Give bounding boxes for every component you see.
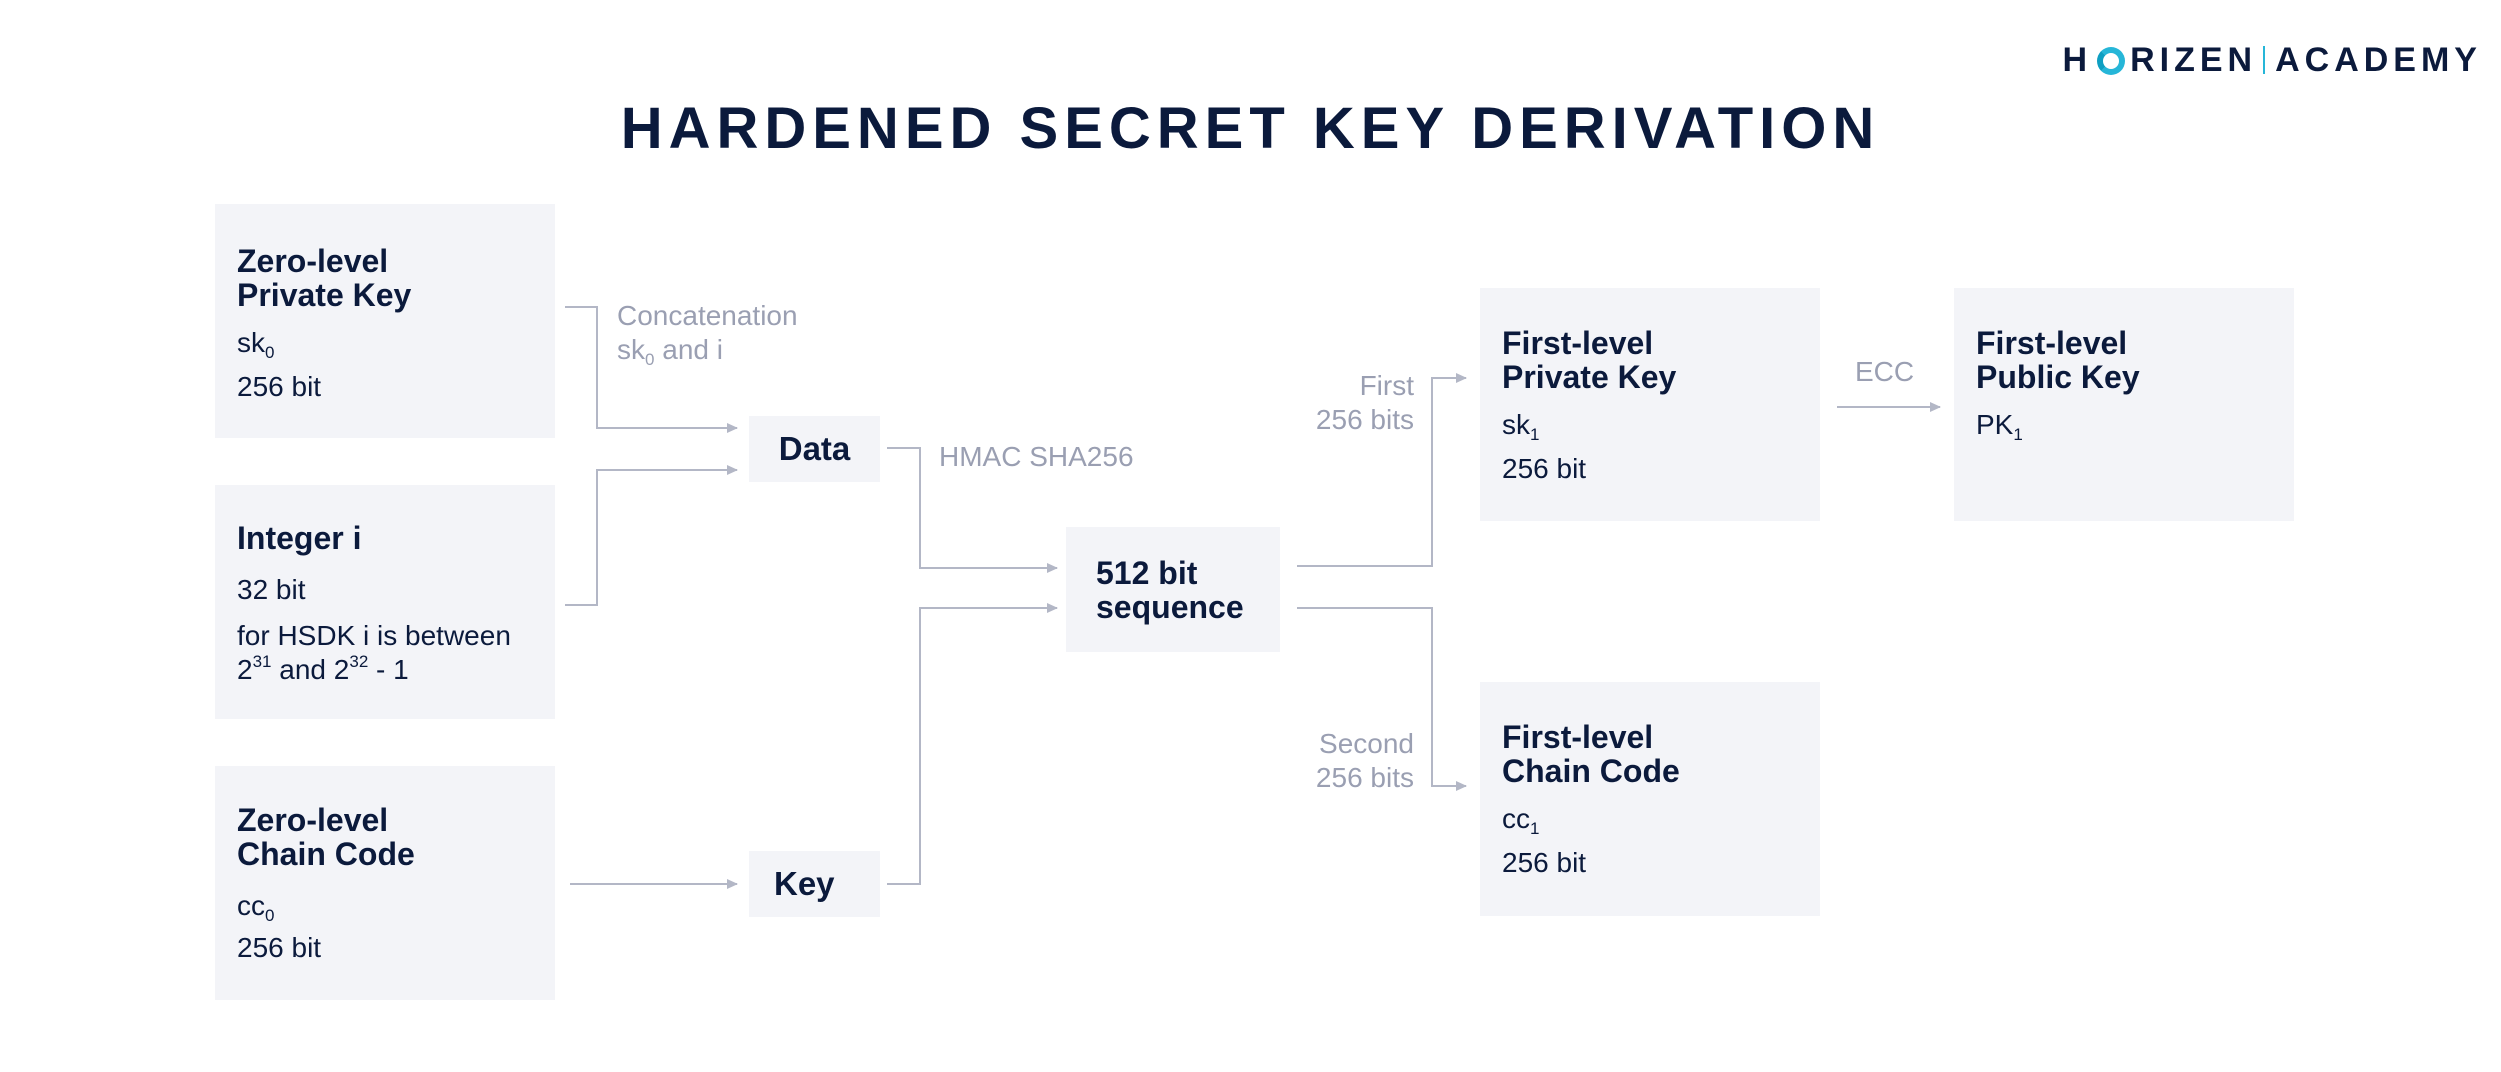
label-hmac-sha256: HMAC SHA256	[939, 441, 1134, 472]
node-size: 256 bit	[237, 932, 322, 963]
node-size: 256 bit	[237, 371, 322, 402]
node-label: Data	[778, 430, 851, 467]
logo-letters-rizen: RIZEN	[2130, 40, 2258, 79]
node-first-level-private-key: First-level Private Key sk1 256 bit	[1480, 288, 1820, 521]
label-first-256-bits: First 256 bits	[1315, 370, 1414, 435]
node-note-line1: for HSDK i is between	[237, 620, 511, 651]
node-label: Key	[774, 865, 835, 902]
label-ecc: ECC	[1855, 356, 1915, 387]
diagram-title: HARDENED SECRET KEY DERIVATION	[620, 96, 1881, 161]
node-integer-i: Integer i 32 bit for HSDK i is between 2…	[215, 485, 555, 719]
node-first-level-chain-code: First-level Chain Code cc1 256 bit	[1480, 682, 1820, 916]
node-symbol: cc1	[1502, 803, 1540, 838]
node-label: 512 bit sequence	[1096, 555, 1244, 625]
logo-academy-text: ACADEMY	[2275, 40, 2482, 79]
edge-sequence-to-first-private-key	[1297, 373, 1467, 567]
node-size: 32 bit	[237, 574, 306, 605]
node-data: Data	[749, 416, 880, 482]
node-title: First-level Chain Code	[1502, 719, 1680, 789]
node-title: First-level Private Key	[1502, 325, 1677, 395]
node-title: Integer i	[237, 520, 362, 556]
node-symbol: cc0	[237, 890, 275, 925]
edge-data-to-sequence	[887, 447, 1058, 573]
node-size: 256 bit	[1502, 453, 1587, 484]
node-title: Zero-level Chain Code	[237, 802, 415, 872]
node-note-range: 231 and 232 - 1	[237, 652, 409, 685]
node-key: Key	[749, 851, 880, 917]
edge-private-key-to-data	[565, 306, 738, 433]
node-512-bit-sequence: 512 bit sequence	[1066, 527, 1280, 652]
node-title: Zero-level Private Key	[237, 243, 412, 313]
node-symbol: sk1	[1502, 409, 1540, 444]
node-title: First-level Public Key	[1976, 325, 2140, 395]
horizen-academy-logo: H RIZEN ACADEMY	[2063, 40, 2482, 80]
node-symbol: sk0	[237, 327, 275, 362]
node-first-level-public-key: First-level Public Key PK1	[1954, 288, 2294, 521]
label-concatenation: Concatenation sk0 and i	[617, 300, 798, 369]
node-symbol: PK1	[1976, 409, 2023, 444]
logo-separator	[2263, 46, 2266, 74]
node-zero-level-chain-code: Zero-level Chain Code cc0 256 bit	[215, 766, 555, 1000]
node-size: 256 bit	[1502, 847, 1587, 878]
edge-sequence-to-first-chain-code	[1297, 607, 1467, 791]
edge-key-to-sequence	[887, 603, 1058, 885]
logo-ring-icon	[2097, 47, 2126, 75]
node-zero-level-private-key: Zero-level Private Key sk0 256 bit	[215, 204, 555, 438]
label-second-256-bits: Second 256 bits	[1315, 728, 1414, 793]
logo-letter-h: H	[2062, 40, 2093, 79]
edge-integer-to-data	[565, 465, 738, 606]
